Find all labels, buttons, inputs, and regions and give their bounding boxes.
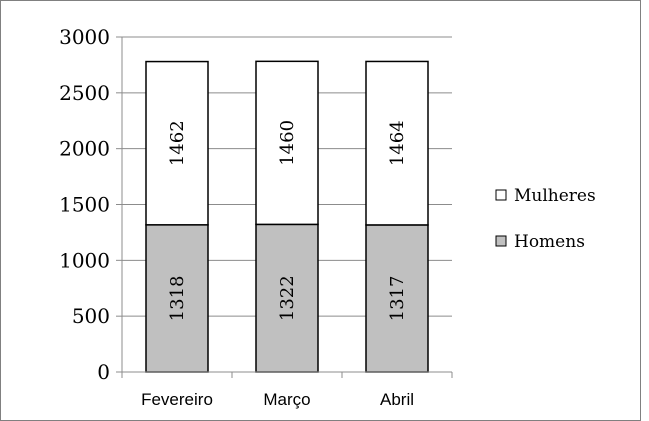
data-label: 1460 — [277, 120, 298, 166]
data-label: 1462 — [167, 120, 188, 166]
bar-homens-abril — [365, 224, 429, 373]
y-tick-label: 1500 — [59, 193, 110, 217]
y-tick-label: 1000 — [59, 248, 110, 272]
bars: 1318 1462 1322 1460 1317 1464 — [145, 60, 429, 373]
bar-mulheres-abril — [365, 60, 429, 226]
y-axis-ticks: 0 500 1000 1500 2000 2500 3000 — [59, 25, 122, 384]
legend-swatch-mulheres — [495, 189, 507, 201]
bar-mulheres-março — [255, 60, 319, 226]
bar-homens-março — [255, 223, 319, 373]
y-tick-label: 500 — [72, 304, 110, 328]
y-tick-label: 0 — [97, 360, 110, 384]
axes — [121, 37, 452, 373]
legend-swatch-homens — [495, 235, 507, 247]
x-tick-label: Abril — [380, 390, 414, 409]
y-tick-label: 2500 — [59, 81, 110, 105]
legend-label-homens: Homens — [514, 232, 585, 252]
x-tick-label: Fevereiro — [141, 390, 213, 409]
y-tick-label: 2000 — [59, 137, 110, 161]
legend-label-mulheres: Mulheres — [514, 186, 596, 206]
data-label: 1464 — [387, 120, 408, 166]
y-tick-label: 3000 — [59, 25, 110, 49]
data-label: 1318 — [167, 276, 188, 322]
data-label: 1322 — [277, 275, 298, 321]
legend: Mulheres Homens — [495, 186, 596, 252]
bar-mulheres-fevereiro — [145, 60, 209, 226]
data-label: 1317 — [387, 276, 408, 322]
x-axis-ticks: Fevereiro Março Abril — [121, 372, 453, 409]
x-tick-label: Março — [263, 390, 310, 409]
